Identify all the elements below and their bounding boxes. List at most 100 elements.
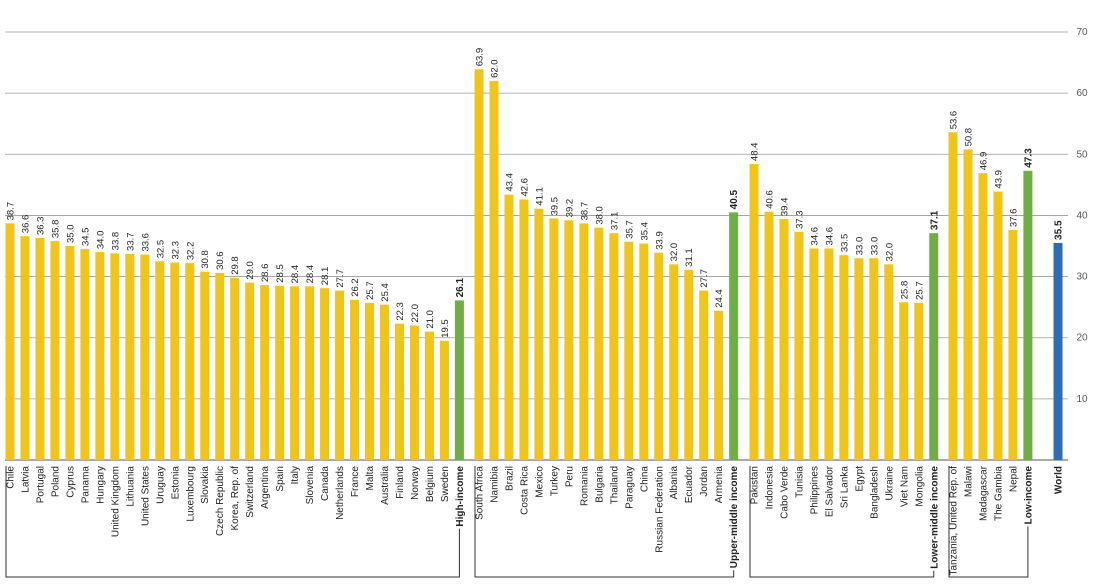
value-label: 29.0 xyxy=(245,261,256,280)
value-label: 53.6 xyxy=(949,111,960,130)
bar xyxy=(489,80,499,461)
value-label: 32.3 xyxy=(170,241,181,260)
category-label: Madagascar xyxy=(978,465,989,521)
value-label: 33.7 xyxy=(125,232,136,251)
value-labels: 38.736.6 36.3 35.8 35.0 34.5 34.0 33.8 33.7 33.6… xyxy=(6,48,1065,338)
bar xyxy=(869,258,879,460)
value-label: 36.6 xyxy=(20,215,31,234)
world-bar xyxy=(1053,242,1063,460)
category-label: Czech Republic xyxy=(215,466,226,536)
category-label: Jordan xyxy=(699,466,710,497)
y-tick-label: 60 xyxy=(1076,88,1088,99)
value-label: 35.8 xyxy=(50,220,61,239)
category-label: Poland xyxy=(50,466,61,497)
value-label: 34.5 xyxy=(80,228,91,247)
bar xyxy=(380,304,389,460)
group-average-bar xyxy=(729,212,739,460)
category-label: Namibia xyxy=(489,466,500,503)
category-label: Netherlands xyxy=(335,466,346,520)
category-label: Lower-middle income xyxy=(929,466,940,569)
value-label: 32.0 xyxy=(884,243,895,262)
group-bracket xyxy=(5,466,460,578)
y-tick-label: 20 xyxy=(1076,333,1088,344)
category-label: Chile xyxy=(6,466,17,489)
value-label: 35.0 xyxy=(65,225,76,244)
bar xyxy=(534,208,544,460)
value-label: 34.0 xyxy=(95,231,106,250)
value-label: 35.7 xyxy=(624,220,635,239)
value-label: 27.7 xyxy=(335,269,346,288)
y-tick-label: 10 xyxy=(1076,394,1088,405)
bar xyxy=(320,288,330,460)
bar xyxy=(669,264,679,460)
bar xyxy=(95,252,105,460)
value-label: 37.6 xyxy=(1008,209,1019,228)
value-label: 21.0 xyxy=(425,310,436,329)
value-label: 50.8 xyxy=(963,128,974,147)
value-label: 41.1 xyxy=(534,187,545,206)
value-label: 48.4 xyxy=(750,143,761,162)
value-label: 33.6 xyxy=(140,233,151,252)
category-label: Tanzania, United Rep. of xyxy=(949,466,960,576)
value-label: 38.0 xyxy=(594,206,605,225)
category-label: Portugal xyxy=(35,466,46,503)
value-label: 35.4 xyxy=(639,222,650,241)
category-label: Malawi xyxy=(963,466,974,497)
value-label: 25.7 xyxy=(365,281,376,300)
bar xyxy=(5,223,15,460)
group-average-bar xyxy=(929,233,939,460)
category-label: Switzerland xyxy=(245,466,256,518)
value-label: 46.9 xyxy=(978,152,989,171)
bar xyxy=(519,199,529,460)
category-label: South Africa xyxy=(475,466,486,520)
value-label: 26.1 xyxy=(455,278,466,298)
bar xyxy=(110,253,120,460)
bar xyxy=(504,194,514,460)
value-label: 22.3 xyxy=(395,302,406,321)
category-label: Lithuania xyxy=(125,466,136,507)
value-label: 27.7 xyxy=(699,269,710,288)
value-label: 39.2 xyxy=(564,199,575,218)
bar xyxy=(1008,230,1018,460)
category-label: Belgium xyxy=(425,466,436,502)
value-label: 33.9 xyxy=(654,231,665,250)
value-label: 30.8 xyxy=(200,250,211,269)
value-label: 40.6 xyxy=(764,190,775,209)
bar xyxy=(549,218,559,460)
bar xyxy=(350,299,360,460)
value-label: 33.0 xyxy=(869,237,880,256)
bar xyxy=(245,282,255,460)
value-label: 35.5 xyxy=(1054,220,1065,240)
value-label: 38.7 xyxy=(579,202,590,221)
category-label: Peru xyxy=(564,466,575,487)
category-label: Brazil xyxy=(504,466,515,491)
category-label: Paraguay xyxy=(624,466,635,509)
bar xyxy=(80,249,90,460)
bar xyxy=(439,340,449,460)
category-label: The Gambia xyxy=(993,466,1004,521)
bar xyxy=(594,227,604,460)
category-label: Mongolia xyxy=(914,466,925,507)
value-label: 24.4 xyxy=(714,289,725,308)
bar xyxy=(699,290,709,460)
category-label: Sri Lanka xyxy=(839,466,850,509)
category-label: Italy xyxy=(290,466,301,484)
value-label: 39.5 xyxy=(549,197,560,216)
bar xyxy=(215,272,225,460)
bar xyxy=(305,286,315,460)
bar xyxy=(824,248,834,460)
value-label: 37.3 xyxy=(794,210,805,229)
bar xyxy=(609,233,619,460)
value-label: 34.6 xyxy=(824,227,835,246)
bar xyxy=(809,248,819,460)
bar xyxy=(185,263,195,460)
y-tick-label: 50 xyxy=(1076,149,1088,160)
category-label: Ecuador xyxy=(684,465,695,503)
category-label: Turkey xyxy=(549,466,560,496)
category-label: Uruguay xyxy=(155,466,166,504)
bar xyxy=(914,302,924,460)
category-label: United States xyxy=(140,466,151,526)
value-label: 34.6 xyxy=(809,227,820,246)
group-bracket xyxy=(948,466,1029,578)
category-label: Cabo Verde xyxy=(779,466,790,519)
